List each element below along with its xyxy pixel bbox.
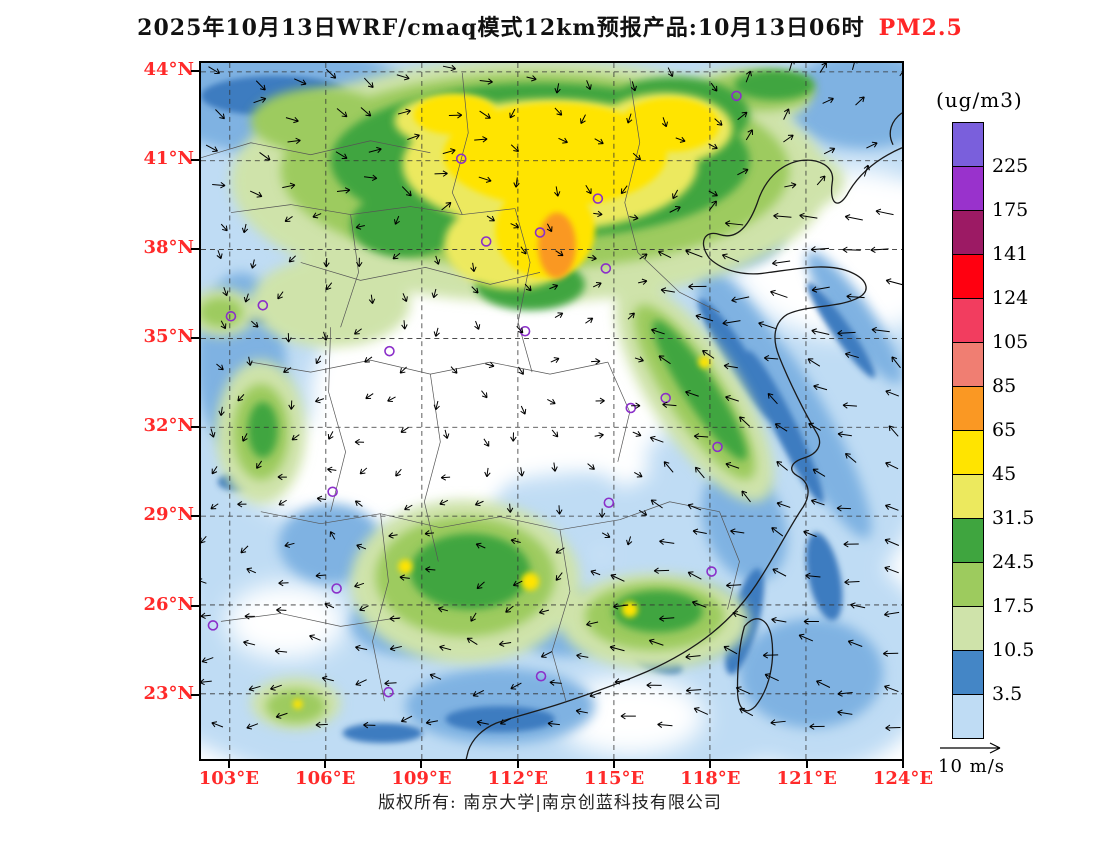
legend-color-box	[953, 299, 983, 343]
legend-color-box	[953, 123, 983, 167]
lon-tick-mark	[613, 761, 616, 768]
province-boundaries	[201, 72, 740, 702]
lat-tick-label: 32°N	[143, 415, 194, 437]
lon-tick-mark	[324, 761, 327, 768]
lat-tick-label: 44°N	[143, 58, 194, 80]
legend-tick-label: 124	[992, 287, 1029, 309]
lon-tick-label: 118°E	[680, 768, 741, 789]
wind-arrows	[201, 63, 902, 732]
legend-color-box	[953, 167, 983, 211]
legend-color-box	[953, 695, 983, 738]
lat-tick-label: 41°N	[143, 148, 194, 169]
lat-tick-label: 35°N	[143, 326, 194, 348]
legend-tick-label: 65	[992, 419, 1017, 441]
lat-tick-label: 38°N	[143, 237, 194, 259]
legend-color-box	[953, 563, 983, 607]
legend-tick-label: 10.5	[992, 639, 1035, 661]
lon-tick-label: 124°E	[872, 768, 934, 789]
lon-tick-mark	[709, 761, 712, 768]
legend-tick-label: 175	[992, 199, 1029, 221]
lat-tick-mark	[191, 426, 199, 429]
legend-tick-label: 24.5	[992, 551, 1035, 573]
legend-color-box	[953, 651, 983, 695]
lon-tick-label: 112°E	[487, 768, 548, 789]
legend-color-box	[953, 475, 983, 519]
lon-tick-label: 103°E	[198, 768, 260, 789]
coastline	[465, 112, 902, 759]
wind-reference-label: 10 m/s	[938, 756, 1005, 777]
lat-tick-mark	[191, 337, 199, 340]
legend-tick-label: 141	[992, 243, 1029, 265]
lat-tick-mark	[191, 515, 199, 518]
legend-tick-label: 105	[992, 331, 1029, 353]
lat-tick-label: 29°N	[143, 504, 194, 526]
lat-tick-mark	[191, 69, 199, 72]
legend-color-box	[953, 519, 983, 563]
lon-tick-label: 109°E	[391, 768, 452, 789]
legend-unit-label: (ug/m3)	[936, 88, 1023, 112]
legend-tick-label: 225	[992, 155, 1029, 177]
graticule-lines	[201, 63, 902, 759]
lon-tick-mark	[420, 761, 423, 768]
title-pollutant: PM2.5	[878, 15, 963, 41]
lat-tick-mark	[191, 693, 199, 696]
lat-tick-mark	[191, 604, 199, 607]
legend-tick-label: 85	[992, 375, 1017, 397]
lon-tick-mark	[805, 761, 808, 768]
legend-tick-label: 31.5	[992, 507, 1035, 529]
lat-tick-mark	[191, 159, 199, 161]
copyright-text: 版权所有: 南京大学|南京创蓝科技有限公司	[378, 793, 722, 813]
lon-tick-mark	[516, 761, 519, 768]
legend-tick-label: 45	[992, 463, 1017, 485]
pm25-concentration-map	[201, 63, 902, 759]
legend-colorbar	[952, 122, 984, 739]
wind-reference-arrow	[940, 742, 1001, 754]
lon-tick-mark	[901, 761, 904, 768]
lon-tick-mark	[227, 761, 230, 768]
legend-color-box	[953, 211, 983, 255]
map-area	[199, 61, 904, 761]
page-title: 2025年10月13日WRF/cmaq模式12km预报产品:10月13日06时 P…	[0, 10, 1100, 42]
lon-tick-label: 106°E	[295, 768, 356, 789]
legend-tick-label: 17.5	[992, 595, 1035, 617]
lat-tick-label: 26°N	[143, 593, 194, 615]
lon-tick-label: 121°E	[776, 768, 837, 789]
lon-tick-label: 115°E	[583, 768, 645, 789]
legend-color-box	[953, 607, 983, 651]
field-orange-hotspot	[538, 212, 576, 279]
legend-color-box	[953, 343, 983, 387]
legend-color-box	[953, 387, 983, 431]
legend-color-box	[953, 255, 983, 299]
lat-tick-label: 23°N	[143, 682, 194, 704]
legend-color-box	[953, 431, 983, 475]
lat-tick-mark	[191, 248, 199, 251]
title-main: 2025年10月13日WRF/cmaq模式12km预报产品:10月13日06时	[137, 15, 865, 41]
legend-tick-label: 3.5	[992, 683, 1023, 705]
